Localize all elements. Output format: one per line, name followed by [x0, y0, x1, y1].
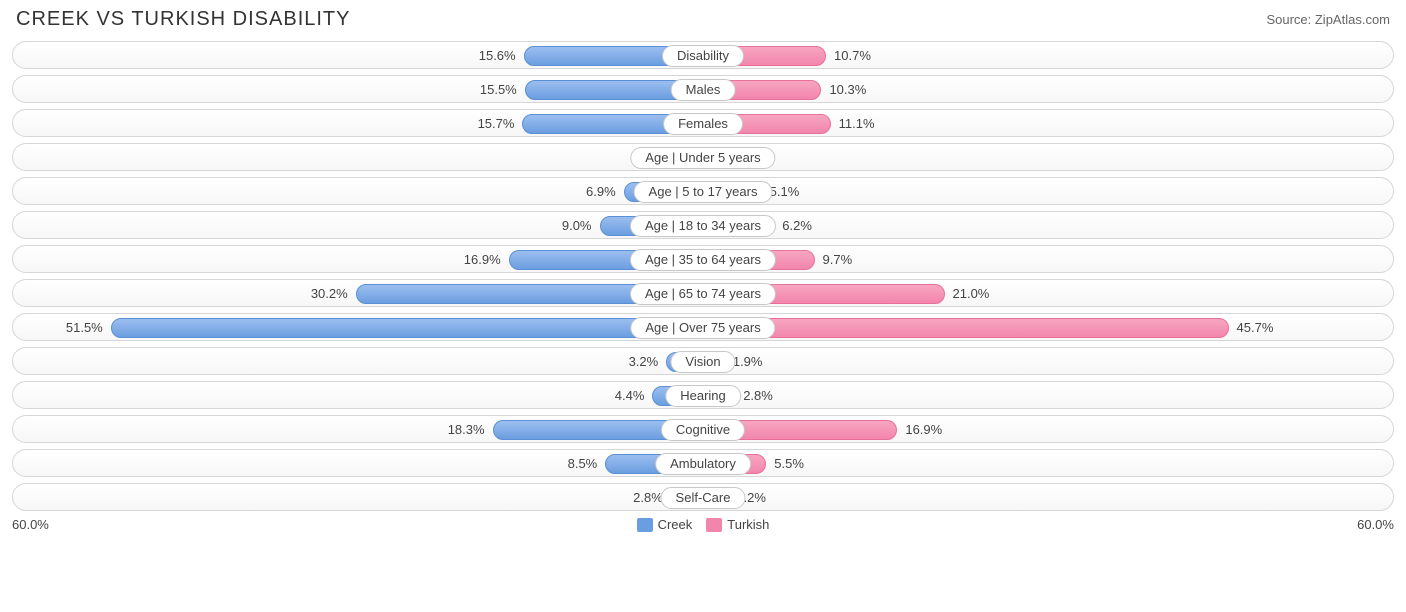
row-label-pill: Self-Care: [661, 487, 746, 509]
bar-row: 2.8%2.2%Self-Care: [12, 483, 1394, 511]
legend-label-turkish: Turkish: [727, 517, 769, 532]
axis-left-max: 60.0%: [12, 517, 49, 532]
row-label-pill: Age | Under 5 years: [630, 147, 775, 169]
bar-row: 18.3% 16.9% Cognitive: [12, 415, 1394, 443]
bar-left-value: 15.7%: [478, 110, 515, 138]
bar-row: 15.7% 11.1% Females: [12, 109, 1394, 137]
bar-right-value: 9.7%: [823, 246, 853, 274]
bar-right-value: 21.0%: [953, 280, 990, 308]
row-label-pill: Age | Over 75 years: [630, 317, 775, 339]
bar-left-value: 3.2%: [629, 348, 659, 376]
bar-left: [111, 318, 703, 338]
bar-left-value: 15.5%: [480, 76, 517, 104]
bar-row: 15.5% 10.3% Males: [12, 75, 1394, 103]
bar-row: 9.0% 6.2% Age | 18 to 34 years: [12, 211, 1394, 239]
bar-left-value: 30.2%: [311, 280, 348, 308]
bar-right-value: 5.1%: [770, 178, 800, 206]
row-label-pill: Age | 35 to 64 years: [630, 249, 776, 271]
bar-row: 4.4% 2.8%Hearing: [12, 381, 1394, 409]
row-label-pill: Ambulatory: [655, 453, 751, 475]
chart-source: Source: ZipAtlas.com: [1266, 12, 1390, 27]
bar-right-value: 5.5%: [774, 450, 804, 478]
row-label-pill: Age | 65 to 74 years: [630, 283, 776, 305]
bar-left-value: 6.9%: [586, 178, 616, 206]
row-label-pill: Age | 18 to 34 years: [630, 215, 776, 237]
bar-row: 6.9% 5.1%Age | 5 to 17 years: [12, 177, 1394, 205]
bar-right-value: 1.9%: [733, 348, 763, 376]
row-label-pill: Hearing: [665, 385, 741, 407]
bar-left-value: 9.0%: [562, 212, 592, 240]
row-label-pill: Age | 5 to 17 years: [634, 181, 773, 203]
bar-left-value: 18.3%: [448, 416, 485, 444]
bar-row: 15.6% 10.7% Disability: [12, 41, 1394, 69]
chart-header: CREEK VS TURKISH DISABILITY Source: ZipA…: [12, 8, 1394, 31]
chart-footer: 60.0% Creek Turkish 60.0%: [12, 517, 1394, 532]
bar-left-value: 51.5%: [66, 314, 103, 342]
legend-swatch-creek: [637, 518, 653, 532]
bar-row: 30.2% 21.0% Age | 65 to 74 years: [12, 279, 1394, 307]
legend: Creek Turkish: [637, 517, 770, 532]
bar-right-value: 2.8%: [743, 382, 773, 410]
chart-area: 15.6% 10.7% Disability 15.5% 10.3% Males 15.7%…: [12, 41, 1394, 511]
legend-swatch-turkish: [706, 518, 722, 532]
row-label-pill: Vision: [670, 351, 735, 373]
bar-left-value: 8.5%: [568, 450, 598, 478]
bar-left-value: 4.4%: [615, 382, 645, 410]
axis-right-max: 60.0%: [1357, 517, 1394, 532]
legend-item-creek: Creek: [637, 517, 693, 532]
bar-left-value: 15.6%: [479, 42, 516, 70]
bar-row: 16.9% 9.7% Age | 35 to 64 years: [12, 245, 1394, 273]
bar-right-value: 10.7%: [834, 42, 871, 70]
bar-right: [703, 318, 1229, 338]
legend-label-creek: Creek: [658, 517, 693, 532]
bar-right-value: 45.7%: [1237, 314, 1274, 342]
bar-row: 1.6%1.1%Age | Under 5 years: [12, 143, 1394, 171]
bar-right-value: 10.3%: [829, 76, 866, 104]
chart-title: CREEK VS TURKISH DISABILITY: [16, 8, 351, 31]
bar-row: 8.5% 5.5% Ambulatory: [12, 449, 1394, 477]
row-label-pill: Disability: [662, 45, 744, 67]
bar-right-value: 6.2%: [782, 212, 812, 240]
row-label-pill: Males: [671, 79, 736, 101]
bar-right-value: 11.1%: [839, 110, 875, 138]
row-label-pill: Cognitive: [661, 419, 745, 441]
bar-right-value: 16.9%: [905, 416, 942, 444]
bar-left-value: 16.9%: [464, 246, 501, 274]
bar-row: 3.2% 1.9%Vision: [12, 347, 1394, 375]
legend-item-turkish: Turkish: [706, 517, 769, 532]
bar-left-value: 2.8%: [633, 484, 663, 512]
bar-row: 51.5% 45.7% Age | Over 75 years: [12, 313, 1394, 341]
row-label-pill: Females: [663, 113, 743, 135]
